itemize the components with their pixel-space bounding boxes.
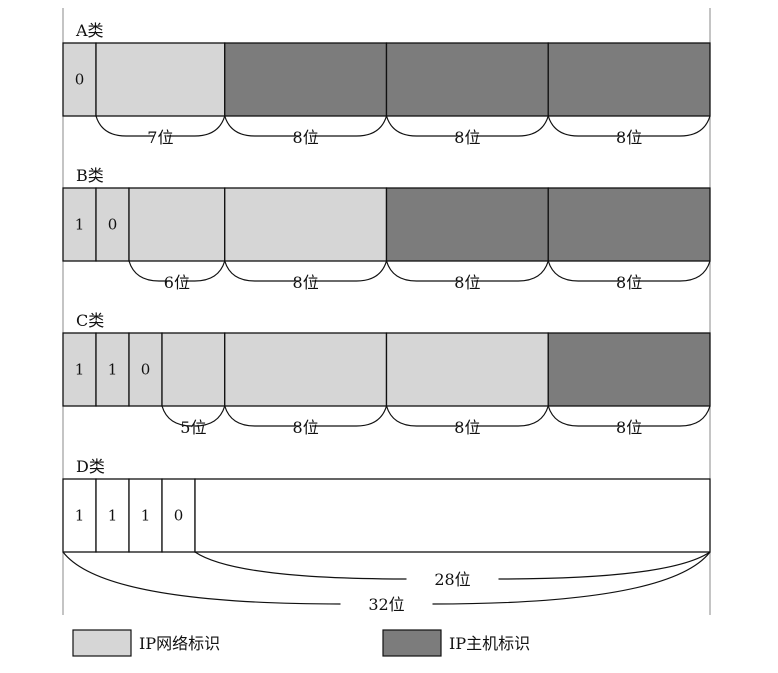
bit-value: 1: [75, 361, 85, 379]
length-brace: [385, 405, 549, 427]
bit-field-host: [224, 42, 388, 117]
bit-field-network: [161, 332, 226, 407]
class-label-a: A类: [75, 21, 104, 40]
bit-field-host: [385, 187, 549, 262]
bit-value: 1: [75, 216, 85, 234]
bit-field-network: [62, 187, 97, 262]
bit-field-network: [224, 332, 388, 407]
bit-field-empty: [194, 478, 711, 553]
bit-field-empty: [95, 478, 130, 553]
bit-field-host: [547, 332, 711, 407]
length-brace: [224, 260, 388, 282]
class-row-b: B类 1 0 6位 8位 8位 8位: [62, 166, 711, 292]
length-arc: [194, 551, 711, 580]
length-brace: [161, 405, 226, 427]
bit-value: 1: [75, 507, 85, 525]
class-row-a: A类 0 7位 8位 8位 8位: [62, 21, 711, 147]
bit-field-host: [547, 187, 711, 262]
bit-value: 0: [174, 507, 184, 525]
length-brace: [547, 260, 711, 282]
legend-label-host: IP主机标识: [449, 634, 530, 653]
bit-value: 0: [108, 216, 118, 234]
length-label: 32位: [368, 595, 404, 614]
length-brace: [547, 405, 711, 427]
bit-field-network: [95, 187, 130, 262]
length-label: 5位: [180, 418, 206, 437]
length-brace: [224, 405, 388, 427]
bit-value: 1: [141, 507, 151, 525]
length-label: 8位: [293, 273, 319, 292]
legend: IP网络标识 IP主机标识: [72, 629, 530, 657]
length-brace: [95, 115, 226, 137]
bit-value: 0: [75, 71, 85, 89]
length-label: 7位: [147, 128, 173, 147]
bit-field-network: [385, 332, 549, 407]
length-label: 6位: [164, 273, 190, 292]
bit-field-host: [385, 42, 549, 117]
length-label: 8位: [454, 128, 480, 147]
bit-field-empty: [62, 478, 97, 553]
length-label: 8位: [454, 418, 480, 437]
length-label: 28位: [434, 570, 470, 589]
class-row-d: D类 1 1 1 0 28位 32位: [62, 457, 711, 614]
length-label: 8位: [454, 273, 480, 292]
length-brace: [547, 115, 711, 137]
bit-value: 0: [141, 361, 151, 379]
length-brace: [385, 260, 549, 282]
bit-field-network: [95, 42, 226, 117]
length-brace: [224, 115, 388, 137]
class-row-c: C类 1 1 0 5位 8位 8位 8位: [62, 311, 711, 437]
bit-field-empty: [161, 478, 196, 553]
length-brace: [128, 260, 226, 282]
length-label: 8位: [616, 273, 642, 292]
class-label-c: C类: [76, 311, 104, 330]
legend-swatch-host: [382, 629, 442, 657]
length-arc: [62, 551, 711, 605]
legend-swatch-network: [72, 629, 132, 657]
bit-value: 1: [108, 507, 118, 525]
length-label: 8位: [616, 128, 642, 147]
legend-label-network: IP网络标识: [139, 634, 220, 653]
bit-value: 1: [108, 361, 118, 379]
length-brace: [385, 115, 549, 137]
class-rows: A类 0 7位 8位 8位 8位 B类 1 0 6位 8位 8位 8位 C类 1 1 0 5位 8位 8位 8位 D类 1 1…: [62, 21, 711, 614]
length-label: 8位: [616, 418, 642, 437]
length-label: 8位: [293, 128, 319, 147]
bit-field-network: [224, 187, 388, 262]
bit-field-network: [128, 187, 226, 262]
length-label: 8位: [293, 418, 319, 437]
bit-field-network: [128, 332, 163, 407]
class-label-d: D类: [76, 457, 105, 476]
class-label-b: B类: [76, 166, 104, 185]
bit-field-network: [62, 332, 97, 407]
bit-field-host: [547, 42, 711, 117]
